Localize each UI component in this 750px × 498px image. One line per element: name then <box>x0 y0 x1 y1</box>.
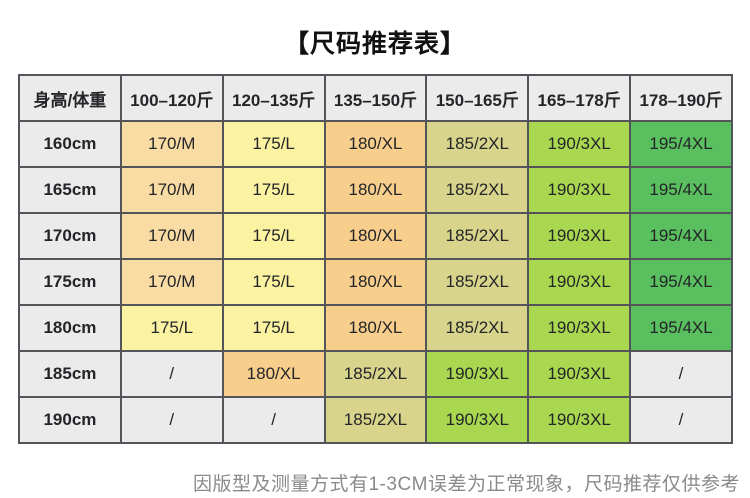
column-header: 身高/体重 <box>18 74 122 122</box>
table-row: 180cm 175/L 175/L 180/XL 185/2XL 190/3XL 195/4… <box>18 304 733 352</box>
table-row: 185cm/180/XL 185/2XL 190/3XL 190/3XL / <box>18 350 733 398</box>
column-header: 135–150斤 <box>323 74 428 122</box>
size-cell: 175/L <box>119 304 224 352</box>
column-header: 178–190斤 <box>629 74 733 122</box>
size-cell: 170/M <box>119 212 224 260</box>
size-cell: 185/2XL <box>425 166 530 214</box>
size-cell: 175/L <box>221 120 326 168</box>
size-cell: 190/3XL <box>527 258 632 306</box>
size-cell: 180/XL <box>323 120 428 168</box>
size-cell: 185/2XL <box>323 350 428 398</box>
page-title: 【尺码推荐表】 <box>283 30 466 58</box>
size-cell: 180/XL <box>323 166 428 214</box>
size-cell: 185/2XL <box>425 120 530 168</box>
size-cell: 170/M <box>119 120 224 168</box>
size-cell: 190/3XL <box>527 212 632 260</box>
footer-note: 因版型及测量方式有1-3CM误差为正常现象，尺码推荐仅供参考 <box>192 474 740 495</box>
column-header: 165–178斤 <box>527 74 632 122</box>
size-cell: 190/3XL <box>527 166 632 214</box>
size-cell: 195/4XL <box>629 120 733 168</box>
row-label: 165cm <box>18 166 122 214</box>
size-cell: 195/4XL <box>629 212 733 260</box>
table-row: 190cm //185/2XL 190/3XL 190/3XL / <box>18 396 733 444</box>
size-table-container: 身高/体重 100–120斤 120–135斤 135–150斤 150–165斤 165… <box>18 74 733 444</box>
table-row: 170cm 170/M 175/L 180/XL 185/2XL 190/3XL 195/4… <box>18 212 733 260</box>
size-cell: / <box>221 396 326 444</box>
row-label: 185cm <box>18 350 122 398</box>
size-cell: 175/L <box>221 304 326 352</box>
table-header-row: 身高/体重 100–120斤 120–135斤 135–150斤 150–165斤 165… <box>18 74 733 122</box>
size-cell: 185/2XL <box>323 396 428 444</box>
size-cell: 180/XL <box>323 258 428 306</box>
size-cell: 185/2XL <box>425 304 530 352</box>
row-label: 160cm <box>18 120 122 168</box>
size-cell: 180/XL <box>221 350 326 398</box>
size-cell: / <box>629 396 733 444</box>
size-cell: 185/2XL <box>425 212 530 260</box>
size-table: 身高/体重 100–120斤 120–135斤 135–150斤 150–165斤 165… <box>18 74 733 444</box>
size-cell: 195/4XL <box>629 304 733 352</box>
size-cell: 170/M <box>119 258 224 306</box>
size-cell: 190/3XL <box>425 350 530 398</box>
size-cell: / <box>119 350 224 398</box>
size-cell: 170/M <box>119 166 224 214</box>
table-row: 165cm 170/M 175/L 180/XL 185/2XL 190/3XL 195/4… <box>18 166 733 214</box>
size-cell: 180/XL <box>323 304 428 352</box>
column-header: 150–165斤 <box>425 74 530 122</box>
table-row: 175cm 170/M 175/L 180/XL 185/2XL 190/3XL 195/4… <box>18 258 733 306</box>
row-label: 180cm <box>18 304 122 352</box>
column-header: 100–120斤 <box>119 74 224 122</box>
row-label: 190cm <box>18 396 122 444</box>
size-cell: 190/3XL <box>425 396 530 444</box>
row-label: 175cm <box>18 258 122 306</box>
size-cell: 175/L <box>221 258 326 306</box>
size-cell: 180/XL <box>323 212 428 260</box>
size-cell: 195/4XL <box>629 258 733 306</box>
size-cell: 185/2XL <box>425 258 530 306</box>
row-label: 170cm <box>18 212 122 260</box>
size-cell: 175/L <box>221 166 326 214</box>
table-row: 160cm 170/M 175/L 180/XL 185/2XL 190/3XL 195/4… <box>18 120 733 168</box>
column-header: 120–135斤 <box>221 74 326 122</box>
size-cell: 190/3XL <box>527 396 632 444</box>
size-cell: / <box>119 396 224 444</box>
size-cell: 195/4XL <box>629 166 733 214</box>
size-cell: 190/3XL <box>527 304 632 352</box>
size-cell: / <box>629 350 733 398</box>
size-cell: 190/3XL <box>527 120 632 168</box>
size-cell: 190/3XL <box>527 350 632 398</box>
size-cell: 175/L <box>221 212 326 260</box>
